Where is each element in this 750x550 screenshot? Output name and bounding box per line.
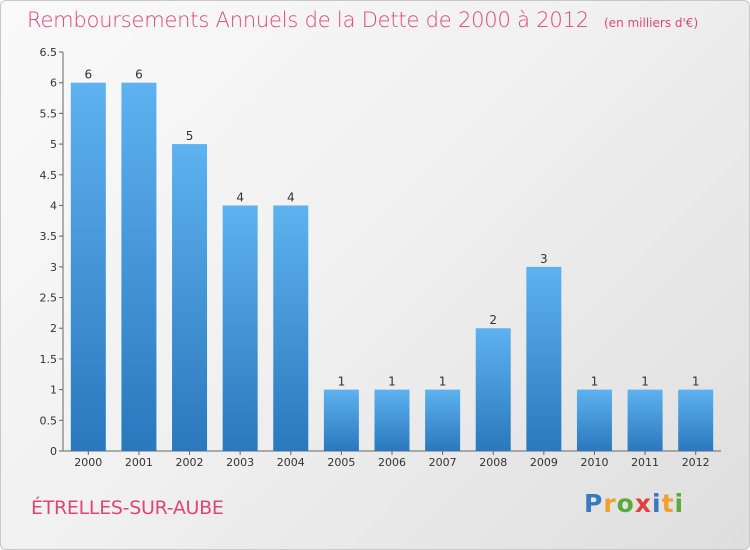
bar xyxy=(323,389,359,451)
x-tick-label: 2004 xyxy=(277,456,305,469)
x-tick-label: 2008 xyxy=(479,456,507,469)
y-tick-label: 4.5 xyxy=(40,169,58,182)
x-tick-label: 2010 xyxy=(580,456,608,469)
commune-name: ÉTRELLES-SUR-AUBE xyxy=(31,497,224,519)
bar xyxy=(273,205,309,451)
bar xyxy=(526,266,562,451)
x-tick-label: 2011 xyxy=(631,456,659,469)
chart-title-row: Remboursements Annuels de la Dette de 20… xyxy=(27,8,698,32)
bar xyxy=(374,389,410,451)
logo-letter: i xyxy=(652,489,662,518)
y-tick-label: 1 xyxy=(50,384,57,397)
x-tick-label: 2007 xyxy=(429,456,457,469)
x-tick-label: 2006 xyxy=(378,456,406,469)
logo-letter: r xyxy=(603,489,617,518)
data-label: 3 xyxy=(540,252,548,266)
logo-letter: i xyxy=(674,489,685,518)
y-tick-label: 3.5 xyxy=(40,230,58,243)
x-tick-label: 2009 xyxy=(530,456,558,469)
logo-letter: o xyxy=(616,489,635,518)
x-tick-label: 2005 xyxy=(327,456,355,469)
y-tick-label: 5 xyxy=(50,138,57,151)
x-tick-label: 2001 xyxy=(125,456,153,469)
data-label: 1 xyxy=(641,375,649,389)
y-tick-label: 2 xyxy=(50,322,57,335)
x-tick-label: 2000 xyxy=(74,456,102,469)
bar xyxy=(627,389,663,451)
bar xyxy=(576,389,612,451)
logo-letter: x xyxy=(634,489,652,518)
chart-unit: (en milliers d'€) xyxy=(604,16,699,30)
chart-title: Remboursements Annuels de la Dette de 20… xyxy=(27,8,589,32)
y-tick-label: 4 xyxy=(50,199,57,212)
data-label: 1 xyxy=(692,375,700,389)
bar xyxy=(222,205,258,451)
data-label: 4 xyxy=(287,190,295,204)
bar xyxy=(172,144,208,452)
y-tick-label: 0.5 xyxy=(40,414,58,427)
x-tick-label: 2003 xyxy=(226,456,254,469)
y-tick-label: 6 xyxy=(50,77,57,90)
y-tick-label: 6.5 xyxy=(40,46,58,59)
data-label: 1 xyxy=(591,375,599,389)
y-tick-label: 0 xyxy=(50,445,57,458)
bar xyxy=(70,82,106,451)
bar xyxy=(425,389,461,451)
data-label: 1 xyxy=(439,375,447,389)
logo-letter: t xyxy=(661,489,675,518)
y-tick-label: 2.5 xyxy=(40,292,58,305)
bar xyxy=(121,82,157,451)
y-tick-label: 1.5 xyxy=(40,353,58,366)
data-label: 1 xyxy=(388,375,396,389)
y-tick-label: 5.5 xyxy=(40,107,58,120)
bar xyxy=(678,389,714,451)
data-label: 6 xyxy=(84,68,92,82)
bar xyxy=(475,328,511,451)
logo-letter: P xyxy=(584,489,604,518)
data-label: 4 xyxy=(236,190,244,204)
data-label: 5 xyxy=(186,129,194,143)
proxiti-logo: Proxiti xyxy=(584,489,684,518)
x-tick-label: 2002 xyxy=(176,456,204,469)
x-tick-label: 2012 xyxy=(682,456,710,469)
y-tick-label: 3 xyxy=(50,261,57,274)
data-label: 2 xyxy=(489,313,497,327)
data-label: 6 xyxy=(135,68,143,82)
data-label: 1 xyxy=(338,375,346,389)
